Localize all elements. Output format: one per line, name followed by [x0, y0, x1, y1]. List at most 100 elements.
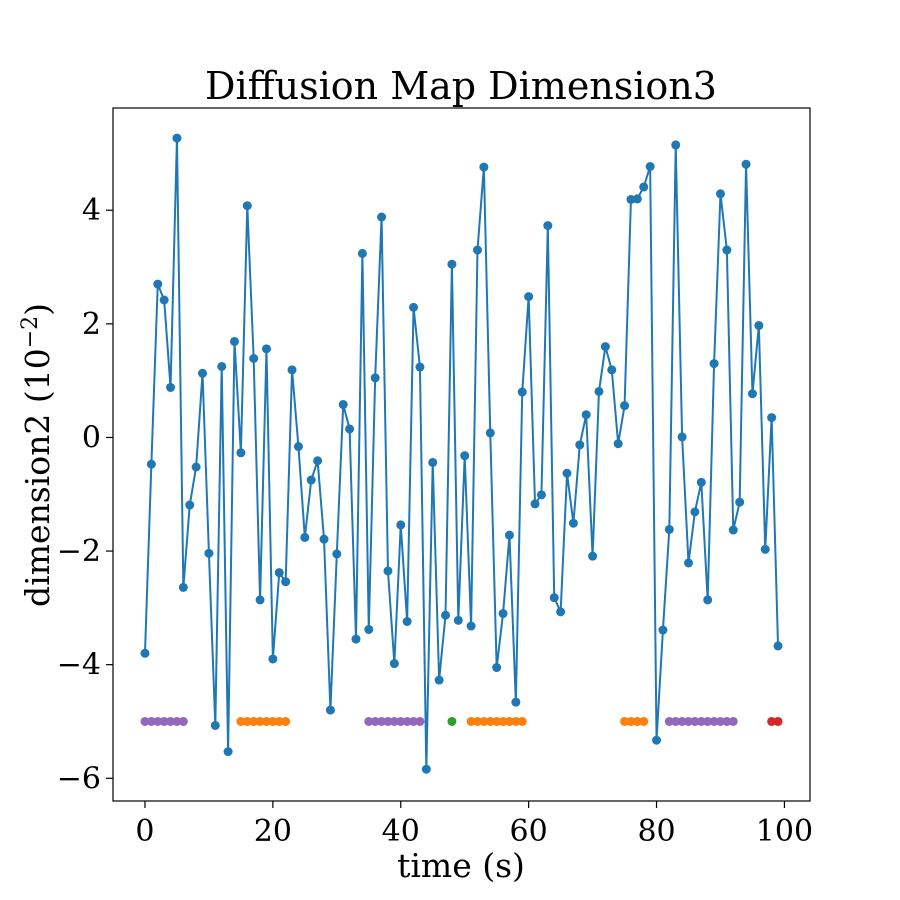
- data-point: [300, 532, 310, 542]
- state-marker-point: [249, 716, 259, 726]
- data-point: [735, 497, 745, 507]
- data-point: [185, 500, 195, 510]
- data-point: [146, 459, 156, 469]
- data-point: [441, 610, 451, 620]
- state-marker-point: [728, 716, 738, 726]
- state-marker-point: [370, 716, 380, 726]
- data-point: [153, 279, 163, 289]
- data-point: [684, 558, 694, 568]
- x-tick-label: 60: [510, 814, 548, 849]
- y-axis-label: dimension2 (10−2): [18, 303, 57, 607]
- data-point: [268, 654, 278, 664]
- data-point: [722, 245, 732, 255]
- data-point: [274, 568, 284, 578]
- x-tick-label: 100: [756, 814, 813, 849]
- data-point: [466, 621, 476, 631]
- chart-title: Diffusion Map Dimension3: [205, 64, 717, 108]
- data-point: [703, 595, 713, 605]
- data-point: [715, 189, 725, 199]
- data-point: [613, 439, 623, 449]
- data-point: [632, 194, 642, 204]
- state-marker-point: [153, 716, 163, 726]
- data-point: [223, 747, 233, 757]
- y-tick-label: 4: [82, 193, 101, 228]
- data-point: [760, 544, 770, 554]
- data-point: [172, 133, 182, 143]
- state-marker-point: [677, 716, 687, 726]
- data-point: [178, 582, 188, 592]
- state-markers-layer: [140, 716, 783, 726]
- data-point: [485, 428, 495, 438]
- data-point: [664, 524, 674, 534]
- x-tick-label: 80: [637, 814, 675, 849]
- data-point: [325, 705, 335, 715]
- x-axis: 0 20 40 60 80 100: [135, 801, 813, 849]
- state-marker-point: [485, 716, 495, 726]
- state-marker-point: [632, 716, 642, 726]
- data-point: [229, 336, 239, 346]
- state-marker-point: [703, 716, 713, 726]
- data-point: [364, 624, 374, 634]
- data-point: [479, 162, 489, 172]
- data-point: [453, 615, 463, 625]
- data-point: [370, 373, 380, 383]
- data-point: [524, 292, 534, 302]
- state-marker-point: [639, 716, 649, 726]
- state-marker-point: [389, 716, 399, 726]
- data-point: [594, 386, 604, 396]
- state-marker-point: [690, 716, 700, 726]
- data-point: [581, 410, 591, 420]
- state-marker-point: [504, 716, 514, 726]
- data-point: [658, 625, 668, 635]
- state-marker-point: [396, 716, 406, 726]
- state-marker-point: [466, 716, 476, 726]
- data-point: [709, 359, 719, 369]
- data-point: [741, 159, 751, 169]
- data-point: [345, 424, 355, 434]
- state-marker-point: [159, 716, 169, 726]
- state-marker-point: [383, 716, 393, 726]
- x-axis-label: time (s): [397, 846, 525, 885]
- state-marker-point: [409, 716, 419, 726]
- data-point: [747, 389, 757, 399]
- data-point: [671, 140, 681, 150]
- data-point: [696, 477, 706, 487]
- state-marker-point: [684, 716, 694, 726]
- state-marker-point: [281, 716, 291, 726]
- data-point: [652, 735, 662, 745]
- y-tick-label: −2: [57, 534, 101, 569]
- data-point: [255, 595, 265, 605]
- data-point: [421, 764, 431, 774]
- data-point: [460, 451, 470, 461]
- state-marker-point: [664, 716, 674, 726]
- data-point: [210, 720, 220, 730]
- data-point: [313, 456, 323, 466]
- state-marker-point: [268, 716, 278, 726]
- y-tick-label: −6: [57, 761, 101, 796]
- x-tick-label: 0: [135, 814, 154, 849]
- data-point: [677, 432, 687, 442]
- data-point: [492, 663, 502, 673]
- data-point: [620, 401, 630, 411]
- data-point: [357, 248, 367, 258]
- data-point: [728, 525, 738, 535]
- data-point: [377, 212, 387, 222]
- data-point: [447, 259, 457, 269]
- data-point: [517, 387, 527, 397]
- data-point: [409, 302, 419, 312]
- data-point: [191, 462, 201, 472]
- data-point: [415, 362, 425, 372]
- state-marker-point: [261, 716, 271, 726]
- data-point: [261, 344, 271, 354]
- x-tick-label: 40: [382, 814, 420, 849]
- state-marker-point: [626, 716, 636, 726]
- data-point: [428, 457, 438, 467]
- state-marker-point: [511, 716, 521, 726]
- data-point: [639, 182, 649, 192]
- data-point: [690, 507, 700, 517]
- data-point: [511, 697, 521, 707]
- state-marker-point: [415, 716, 425, 726]
- data-point: [543, 221, 553, 231]
- data-point: [402, 617, 412, 627]
- data-point: [166, 382, 176, 392]
